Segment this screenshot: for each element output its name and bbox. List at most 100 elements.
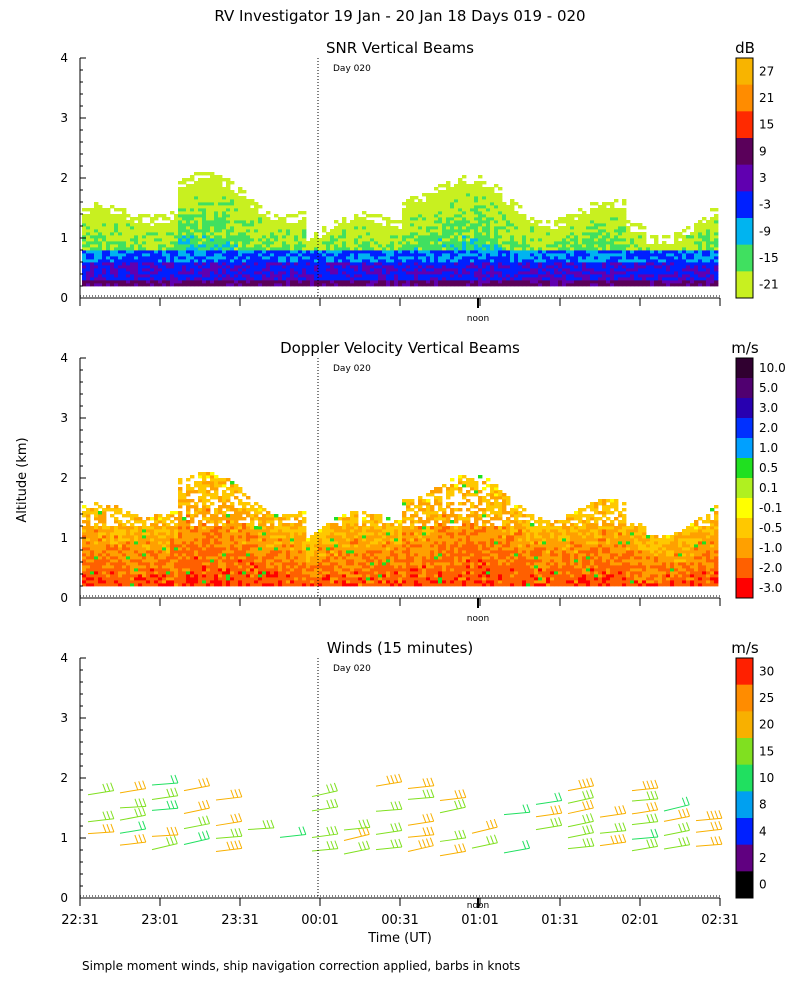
heatmap-cell bbox=[170, 532, 175, 536]
heatmap-cell bbox=[466, 235, 471, 239]
heatmap-cell bbox=[426, 232, 431, 236]
heatmap-cell bbox=[498, 259, 503, 263]
heatmap-cell bbox=[450, 220, 455, 224]
heatmap-cell bbox=[138, 271, 143, 275]
heatmap-cell bbox=[138, 568, 143, 572]
heatmap-cell bbox=[370, 223, 375, 227]
heatmap-cell bbox=[166, 253, 171, 257]
heatmap-cell bbox=[194, 190, 199, 194]
heatmap-cell bbox=[194, 268, 199, 272]
heatmap-cell bbox=[194, 205, 199, 209]
heatmap-cell bbox=[222, 220, 227, 224]
heatmap-cell bbox=[558, 220, 563, 224]
heatmap-cell bbox=[254, 247, 259, 251]
heatmap-cell bbox=[490, 217, 495, 221]
heatmap-cell bbox=[238, 283, 243, 287]
heatmap-cell bbox=[190, 220, 195, 224]
heatmap-cell bbox=[494, 223, 499, 227]
heatmap-cell bbox=[694, 241, 699, 245]
heatmap-cell bbox=[174, 280, 179, 284]
heatmap-cell bbox=[170, 580, 175, 584]
heatmap-cell bbox=[442, 262, 447, 266]
heatmap-cell bbox=[94, 232, 99, 236]
heatmap-cell bbox=[610, 271, 615, 275]
heatmap-cell bbox=[174, 274, 179, 278]
heatmap-cell bbox=[82, 268, 87, 272]
heatmap-cell bbox=[202, 223, 207, 227]
heatmap-cell bbox=[158, 247, 163, 251]
heatmap-cell bbox=[366, 235, 371, 239]
heatmap-cell bbox=[326, 256, 331, 260]
heatmap-cell bbox=[658, 274, 663, 278]
heatmap-cell bbox=[554, 250, 559, 254]
heatmap-cell bbox=[270, 244, 275, 248]
heatmap-cell bbox=[702, 244, 707, 248]
heatmap-cell bbox=[238, 265, 243, 269]
heatmap-cell bbox=[434, 226, 439, 230]
heatmap-cell bbox=[198, 562, 203, 566]
heatmap-cell bbox=[390, 220, 395, 224]
heatmap-cell bbox=[462, 241, 467, 245]
heatmap-cell bbox=[106, 574, 111, 578]
heatmap-cell bbox=[446, 277, 451, 281]
heatmap-cell bbox=[694, 283, 699, 287]
heatmap-cell bbox=[602, 217, 607, 221]
heatmap-cell bbox=[202, 199, 207, 203]
heatmap-cell bbox=[566, 256, 571, 260]
heatmap-cell bbox=[510, 226, 515, 230]
heatmap-cell bbox=[638, 235, 643, 239]
heatmap-cell bbox=[202, 505, 207, 509]
heatmap-cell bbox=[422, 253, 427, 257]
heatmap-cell bbox=[318, 265, 323, 269]
heatmap-cell bbox=[266, 274, 271, 278]
heatmap-cell bbox=[222, 241, 227, 245]
heatmap-cell bbox=[486, 214, 491, 218]
heatmap-cell bbox=[298, 244, 303, 248]
heatmap-cell bbox=[210, 220, 215, 224]
heatmap-cell bbox=[474, 217, 479, 221]
heatmap-cell bbox=[242, 220, 247, 224]
heatmap-cell bbox=[562, 274, 567, 278]
heatmap-cell bbox=[98, 565, 103, 569]
heatmap-cell bbox=[90, 574, 95, 578]
heatmap-cell bbox=[438, 274, 443, 278]
heatmap-cell bbox=[178, 538, 183, 542]
heatmap-cell bbox=[150, 577, 155, 581]
heatmap-cell bbox=[294, 259, 299, 263]
heatmap-cell bbox=[482, 223, 487, 227]
heatmap-cell bbox=[122, 238, 127, 242]
heatmap-cell bbox=[454, 256, 459, 260]
heatmap-cell bbox=[250, 199, 255, 203]
heatmap-cell bbox=[214, 508, 219, 512]
heatmap-cell bbox=[602, 223, 607, 227]
heatmap-cell bbox=[422, 223, 427, 227]
heatmap-cell bbox=[138, 253, 143, 257]
heatmap-cell bbox=[354, 214, 359, 218]
heatmap-cell bbox=[122, 523, 127, 527]
heatmap-cell bbox=[298, 241, 303, 245]
heatmap-cell bbox=[174, 574, 179, 578]
heatmap-cell bbox=[438, 196, 443, 200]
heatmap-cell bbox=[182, 556, 187, 560]
heatmap-cell bbox=[490, 190, 495, 194]
heatmap-cell bbox=[118, 238, 123, 242]
heatmap-cell bbox=[222, 199, 227, 203]
heatmap-cell bbox=[670, 256, 675, 260]
heatmap-cell bbox=[422, 244, 427, 248]
heatmap-cell bbox=[330, 253, 335, 257]
heatmap-cell bbox=[610, 229, 615, 233]
heatmap-cell bbox=[114, 238, 119, 242]
heatmap-cell bbox=[110, 241, 115, 245]
heatmap-cell bbox=[606, 259, 611, 263]
heatmap-cell bbox=[206, 250, 211, 254]
heatmap-cell bbox=[130, 577, 135, 581]
heatmap-cell bbox=[438, 244, 443, 248]
heatmap-cell bbox=[206, 574, 211, 578]
heatmap-cell bbox=[714, 271, 719, 275]
heatmap-cell bbox=[118, 538, 123, 542]
heatmap-cell bbox=[122, 565, 127, 569]
heatmap-cell bbox=[706, 268, 711, 272]
heatmap-cell bbox=[602, 226, 607, 230]
heatmap-cell bbox=[302, 262, 307, 266]
heatmap-cell bbox=[450, 199, 455, 203]
